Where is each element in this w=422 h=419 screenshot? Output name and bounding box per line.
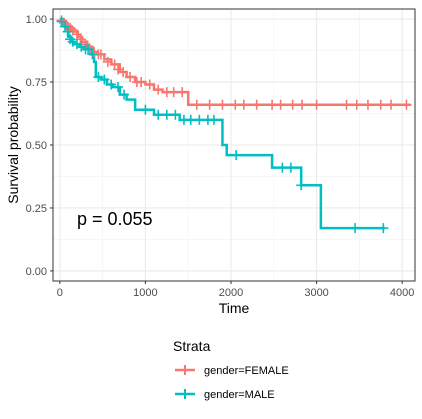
- legend-title: Strata: [173, 338, 211, 354]
- x-axis: 0 1000 2000 3000 4000: [57, 281, 414, 299]
- legend-label-female: gender=FEMALE: [204, 365, 289, 377]
- legend-item-male: gender=MALE: [175, 389, 275, 401]
- legend: Strata gender=FEMALE gender=MALE: [173, 338, 289, 401]
- series-line-1: [59, 17, 386, 230]
- y-tick-label: 0.00: [26, 266, 47, 278]
- legend-item-female: gender=FEMALE: [175, 365, 289, 377]
- x-tick-label: 4000: [390, 287, 414, 299]
- censor-marks: [56, 15, 412, 234]
- x-axis-title: Time: [219, 300, 250, 316]
- x-tick-label: 0: [57, 287, 63, 299]
- x-tick-label: 1000: [133, 287, 157, 299]
- y-tick-label: 1.00: [26, 14, 47, 26]
- legend-label-male: gender=MALE: [204, 389, 275, 401]
- x-tick-label: 2000: [219, 287, 243, 299]
- y-axis-title: Survival probability: [5, 86, 21, 204]
- y-tick-label: 0.25: [26, 203, 47, 215]
- y-tick-label: 0.50: [26, 140, 47, 152]
- grid-lines: [53, 9, 415, 281]
- y-tick-label: 0.75: [26, 77, 47, 89]
- p-value-annotation: p = 0.055: [77, 209, 153, 229]
- x-tick-label: 3000: [304, 287, 328, 299]
- y-axis: 0.00 0.25 0.50 0.75 1.00: [26, 14, 53, 278]
